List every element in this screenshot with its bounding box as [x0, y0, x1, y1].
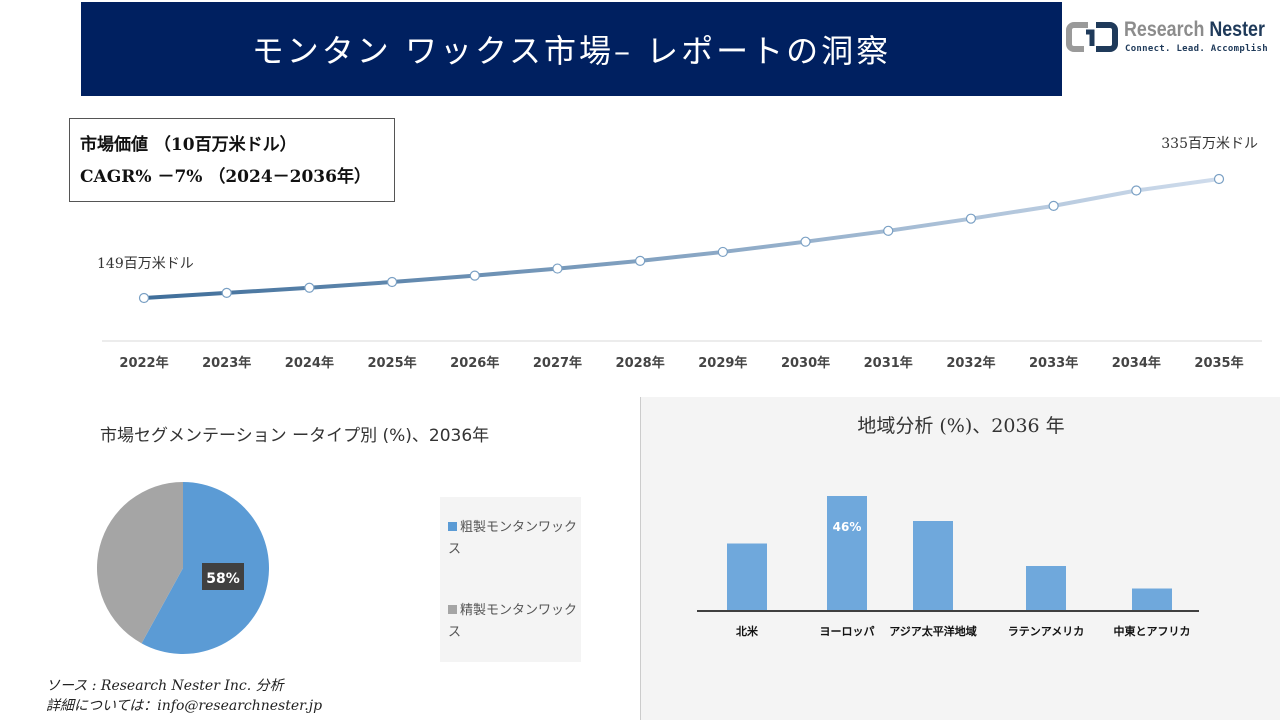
data-point: [552, 263, 563, 274]
logo-name-bold: Nester: [1209, 18, 1265, 41]
page-title: モンタン ワックス市場– レポートの洞察: [251, 32, 892, 70]
data-point: [1048, 200, 1059, 211]
legend-item-crude: 粗製モンタンワックス: [448, 517, 578, 561]
x-tick-label: 2027年: [533, 355, 582, 371]
data-point: [800, 236, 811, 247]
x-tick-label: 中東とアフリカ: [1114, 624, 1191, 638]
x-tick-label: 2024年: [285, 355, 334, 371]
data-label: 58%: [206, 571, 240, 587]
x-tick-label: 2022年: [119, 355, 168, 371]
contact-text: 詳細については：info@researchnester.jp: [46, 698, 323, 714]
pie-slice: [97, 482, 183, 644]
x-tick-label: ヨーロッパ: [820, 625, 875, 638]
x-tick-label: 北米: [736, 624, 759, 638]
x-tick-label: ラテンアメリカ: [1008, 625, 1084, 638]
bar: [1026, 566, 1066, 611]
data-point: [221, 287, 232, 298]
x-tick-label: 2025年: [367, 355, 416, 371]
data-label: 46%: [833, 520, 862, 534]
bar: [727, 543, 767, 611]
segment-pie-chart: 58%: [97, 482, 269, 654]
x-tick-label: 2033年: [1029, 355, 1078, 371]
research-nester-logo: Research Nester Connect. Lead. Accomplis…: [1064, 18, 1280, 58]
legend-label: 精製モンタンワックス: [448, 603, 578, 640]
legend-item-refined: 精製モンタンワックス: [448, 600, 578, 644]
legend-swatch: [448, 522, 457, 531]
x-tick-label: 2029年: [698, 355, 747, 371]
data-point: [1131, 185, 1142, 196]
data-point: [717, 246, 728, 258]
regional-chart-title: 地域分析 (%)、2036 年: [857, 415, 1065, 437]
x-tick-label: 2035年: [1194, 355, 1243, 371]
x-tick-label: 2031年: [864, 355, 913, 371]
x-tick-label: 2026年: [450, 355, 499, 371]
segment-chart-title: 市場セグメンテーション ータイプ別 (%)、2036年: [100, 426, 490, 446]
cagr-label: CAGR% －7% （2024－2036年）: [80, 167, 371, 187]
x-tick-label: 2032年: [946, 355, 995, 371]
data-point: [635, 255, 646, 266]
end-value-label: 335百万米ドル: [1161, 136, 1258, 152]
source-text: ソース : Research Nester Inc. 分析: [46, 678, 284, 694]
series-line: [143, 177, 1220, 300]
x-tick-label: 2034年: [1112, 355, 1161, 371]
footer: ソース : Research Nester Inc. 分析 詳細については：in…: [46, 676, 322, 716]
data-point: [469, 270, 480, 281]
bar: [1132, 588, 1172, 611]
data-point: [386, 276, 398, 288]
market-value-line-chart: 2022年 2023年 2024年 2025年 2026年 2027年 2028年 2029年…: [97, 136, 1262, 371]
regional-bar-chart: 北米 ヨーロッパ アジア太平洋地域 ラテンアメリカ 中東とアフリカ 46%: [697, 496, 1199, 638]
data-label-bg: [202, 563, 244, 590]
bar: [827, 496, 867, 611]
logo-tagline: Connect. Lead. Accomplish: [1125, 44, 1268, 54]
logo-name: Research: [1124, 18, 1210, 41]
data-point: [304, 282, 315, 293]
data-point: [138, 292, 150, 304]
pie-legend: 粗製モンタンワックス 精製モンタンワックス: [440, 497, 581, 662]
legend-label: 粗製モンタンワックス: [448, 520, 578, 557]
regional-analysis-panel: 地域分析 (%)、2036 年 北米 ヨーロッパ アジア太平洋地域 ラテンアメリカ 中東…: [640, 397, 1280, 720]
market-value-box: 市場価値 （10百万米ドル） CAGR% －7% （2024－2036年）: [69, 118, 395, 202]
bar: [913, 521, 953, 611]
data-point: [883, 225, 894, 236]
market-value-label: 市場価値 （10百万米ドル）: [80, 135, 297, 155]
data-point: [965, 213, 977, 224]
start-value-label: 149百万米ドル: [97, 256, 194, 272]
x-tick-label: 2023年: [202, 355, 251, 371]
logo-mark-icon: [1066, 22, 1118, 52]
page-title-banner: モンタン ワックス市場– レポートの洞察: [81, 2, 1062, 96]
x-tick-label: 2030年: [781, 355, 830, 371]
x-tick-label: アジア太平洋地域: [889, 624, 977, 638]
data-point: [1213, 173, 1225, 185]
x-tick-label: 2028年: [616, 355, 665, 371]
legend-swatch: [448, 605, 457, 614]
